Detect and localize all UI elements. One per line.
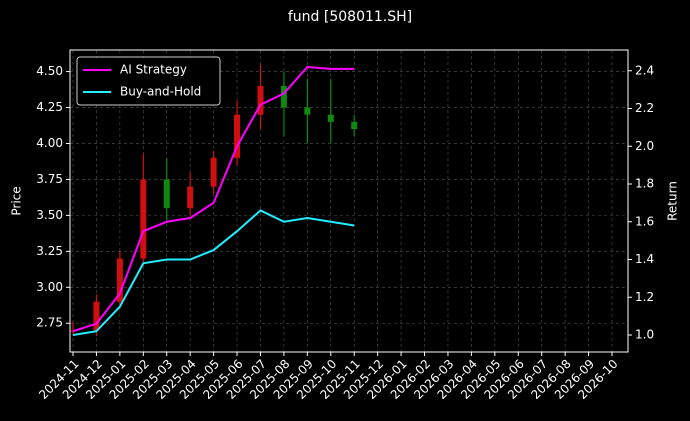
candle-body	[163, 179, 170, 209]
y-tick-label: 3.00	[36, 280, 63, 294]
candle-body	[210, 157, 217, 187]
y-tick-label: 3.25	[36, 244, 63, 258]
y-tick-label: 4.00	[36, 136, 63, 150]
y2-tick-label: 1.4	[635, 252, 654, 266]
y2-tick-label: 1.2	[635, 290, 654, 304]
y2-tick-label: 1.8	[635, 177, 654, 191]
line-series	[72, 65, 355, 333]
legend-box	[76, 56, 221, 106]
legend-label: AI Strategy	[120, 63, 187, 77]
y2-tick-label: 2.2	[635, 101, 654, 115]
candle-body	[93, 301, 100, 331]
y-tick-label: 2.75	[36, 316, 63, 330]
line-series	[72, 209, 355, 337]
y-tick-label: 4.25	[36, 100, 63, 114]
y2-tick-label: 1.6	[635, 214, 654, 228]
candle-body	[304, 107, 311, 115]
y2-tick-label: 2.0	[635, 139, 654, 153]
y2-tick-label: 1.0	[635, 328, 654, 342]
candle-body	[280, 85, 287, 108]
legend-label: Buy-and-Hold	[120, 85, 201, 99]
y2-tick-label: 2.4	[635, 63, 654, 77]
candle-body	[140, 179, 147, 259]
y-tick-label: 3.50	[36, 208, 63, 222]
y-tick-label: 4.50	[36, 64, 63, 78]
candle-body	[234, 114, 241, 158]
y-axis-label: Price	[10, 186, 24, 215]
y-tick-label: 3.75	[36, 172, 63, 186]
candle-body	[257, 85, 264, 115]
candle-body	[116, 258, 123, 302]
chart-title: fund [508011.SH]	[288, 9, 412, 25]
y2-axis-label: Return	[666, 181, 680, 221]
plot-frame	[69, 49, 629, 353]
candle-body	[187, 186, 194, 209]
candle-body	[327, 114, 334, 122]
candle-body	[351, 121, 358, 130]
